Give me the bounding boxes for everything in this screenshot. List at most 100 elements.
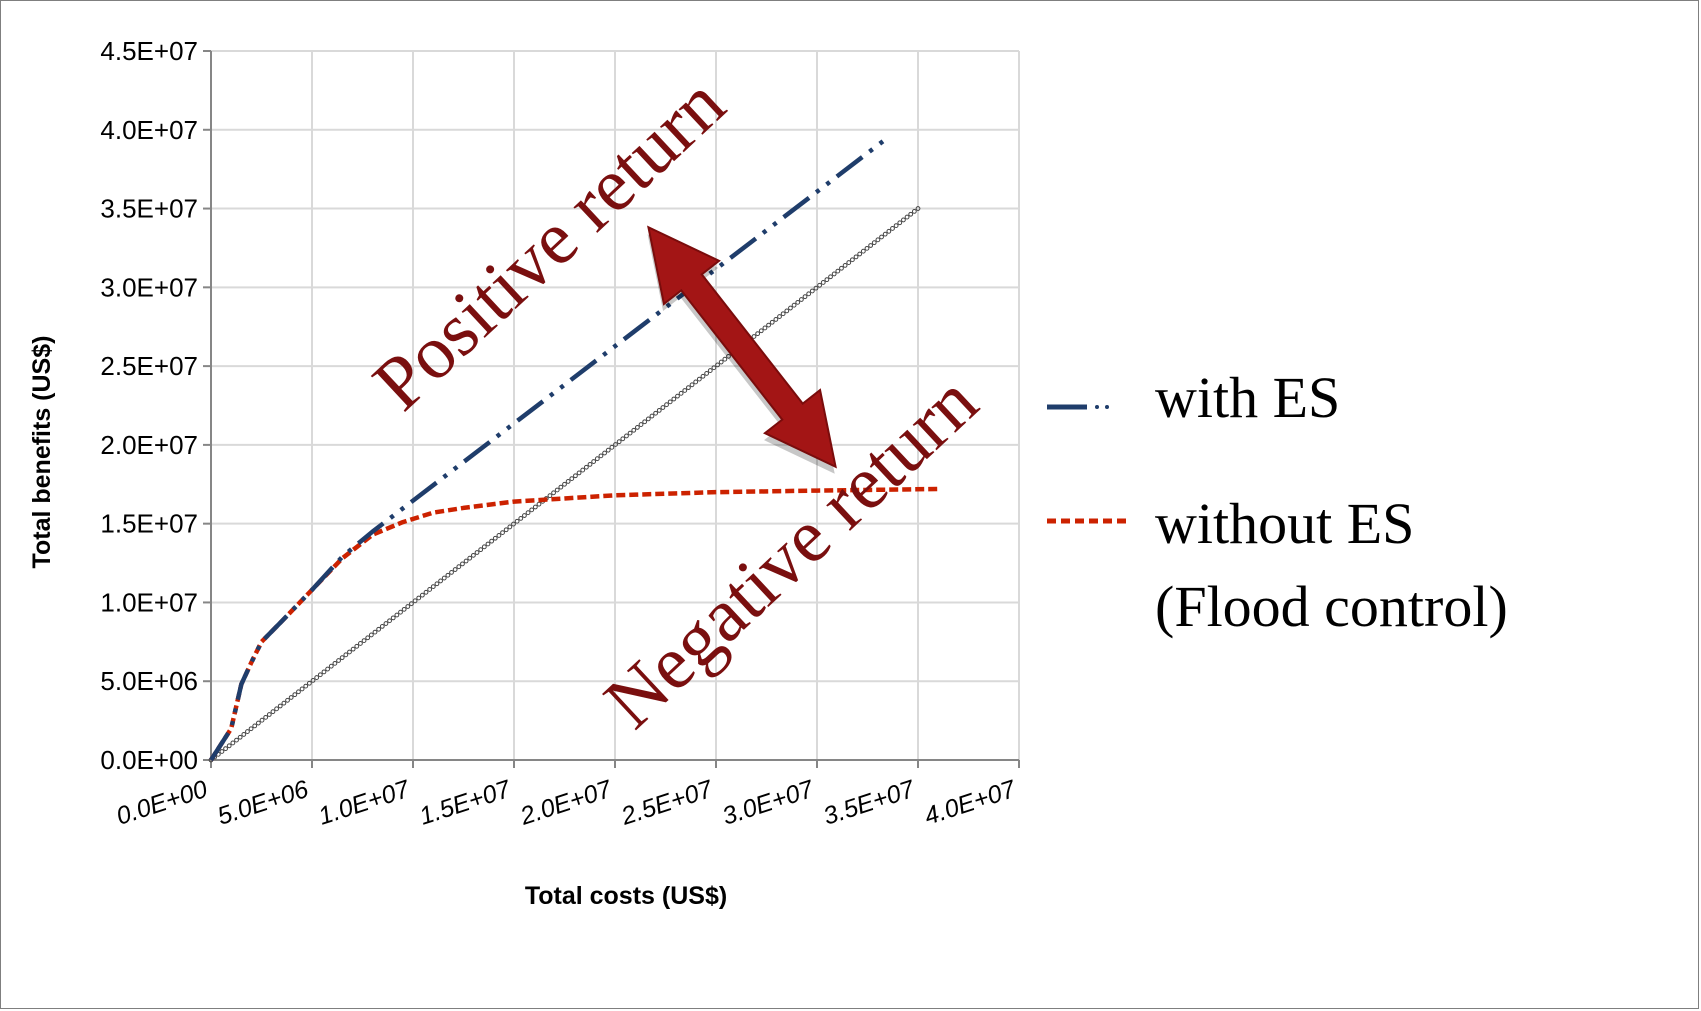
- break-even-marker: [667, 399, 673, 405]
- break-even-marker: [438, 578, 443, 584]
- legend: with ES without ES (Flood control): [1047, 365, 1508, 639]
- break-even-marker: [915, 206, 921, 211]
- break-even-marker: [864, 245, 870, 251]
- break-even-marker: [514, 518, 520, 524]
- y-tick-label: 4.0E+07: [100, 115, 198, 145]
- y-tick-label: 3.5E+07: [100, 194, 198, 224]
- break-even-marker: [419, 592, 425, 598]
- x-axis-title: Total costs (US$): [525, 882, 727, 910]
- break-even-marker: [857, 251, 863, 257]
- break-even-marker: [237, 734, 243, 740]
- break-even-marker: [627, 430, 633, 436]
- break-even-marker: [631, 427, 637, 433]
- break-even-marker: [522, 513, 527, 518]
- break-even-marker: [525, 510, 531, 516]
- break-even-marker: [321, 669, 327, 675]
- break-even-marker: [306, 680, 312, 686]
- break-even-marker: [328, 663, 334, 669]
- break-even-marker: [762, 325, 768, 331]
- double-arrow-icon: [647, 225, 837, 469]
- x-tick-label: 2.0E+07: [516, 775, 616, 831]
- break-even-marker: [715, 362, 720, 368]
- x-tick-label: 3.5E+07: [820, 775, 919, 831]
- break-even-marker: [372, 629, 378, 635]
- break-even-marker: [343, 652, 349, 658]
- break-even-marker: [277, 703, 283, 709]
- break-even-marker: [416, 595, 422, 601]
- break-even-marker: [591, 459, 597, 464]
- break-even-marker: [314, 675, 320, 680]
- break-even-marker: [711, 365, 717, 371]
- y-tick-label: 2.0E+07: [100, 430, 198, 460]
- break-even-marker: [813, 285, 819, 291]
- break-even-marker: [394, 612, 400, 618]
- break-even-marker: [824, 277, 830, 283]
- break-even-marker: [820, 280, 826, 285]
- break-even-marker: [602, 450, 607, 456]
- break-even-marker: [467, 555, 473, 561]
- x-tick-label: 2.5E+07: [617, 775, 717, 831]
- x-tick-label: 3.0E+07: [719, 775, 818, 831]
- break-even-marker: [325, 666, 331, 672]
- legend-swatch-dot: [1095, 405, 1099, 409]
- break-even-marker: [336, 658, 341, 663]
- break-even-marker: [809, 288, 815, 294]
- break-even-marker: [317, 672, 323, 678]
- series-line-with-es: [209, 135, 890, 762]
- break-even-marker: [850, 257, 855, 263]
- break-even-marker: [529, 507, 535, 513]
- break-even-marker: [463, 558, 469, 564]
- break-even-marker: [255, 720, 261, 726]
- y-tick-label: 1.5E+07: [100, 509, 198, 539]
- break-even-marker: [594, 456, 600, 462]
- break-even-marker: [500, 530, 505, 536]
- break-even-marker: [817, 282, 823, 288]
- break-even-marker: [722, 356, 728, 362]
- break-even-marker: [791, 302, 797, 308]
- break-even-marker: [412, 598, 418, 604]
- break-even-marker: [664, 402, 669, 408]
- break-even-marker: [223, 746, 228, 752]
- y-tick-label: 4.5E+07: [100, 36, 198, 66]
- break-even-marker: [532, 504, 538, 510]
- grid: [211, 50, 1020, 760]
- x-tick-label: 4.0E+07: [921, 775, 1020, 831]
- break-even-marker: [365, 635, 371, 641]
- break-even-marker: [452, 567, 458, 572]
- break-even-marker: [470, 552, 476, 558]
- break-even-marker: [245, 729, 250, 734]
- break-even-marker: [230, 740, 236, 746]
- break-even-marker: [434, 581, 440, 587]
- break-even-marker: [441, 575, 447, 581]
- break-even-marker: [292, 692, 298, 698]
- break-even-marker: [299, 686, 305, 692]
- break-even-marker: [908, 211, 914, 217]
- break-even-marker: [445, 572, 451, 578]
- break-even-marker: [788, 305, 793, 311]
- break-even-marker: [536, 501, 542, 507]
- break-even-marker: [860, 248, 866, 254]
- break-even-marker: [853, 254, 859, 260]
- break-even-marker: [296, 689, 301, 695]
- break-even-marker: [511, 521, 516, 527]
- break-even-marker: [226, 743, 232, 749]
- break-even-marker: [773, 317, 779, 322]
- break-even-marker: [678, 390, 684, 396]
- break-even-marker: [656, 407, 662, 413]
- break-even-marker: [496, 533, 502, 538]
- break-even-marker: [802, 294, 808, 300]
- x-tick-label: 0.0E+00: [113, 775, 211, 831]
- break-even-marker: [605, 447, 611, 453]
- break-even-marker: [580, 467, 586, 473]
- break-even-marker: [777, 314, 782, 319]
- break-even-marker: [285, 697, 290, 703]
- break-even-marker: [842, 263, 848, 268]
- break-even-marker: [481, 544, 487, 550]
- break-even-marker: [350, 646, 356, 652]
- break-even-marker: [598, 453, 604, 459]
- break-even-marker: [835, 268, 841, 274]
- break-even-marker: [266, 712, 272, 717]
- break-even-marker: [671, 396, 677, 402]
- break-even-marker: [893, 223, 899, 229]
- legend-label-without-es: without ES: [1155, 491, 1414, 556]
